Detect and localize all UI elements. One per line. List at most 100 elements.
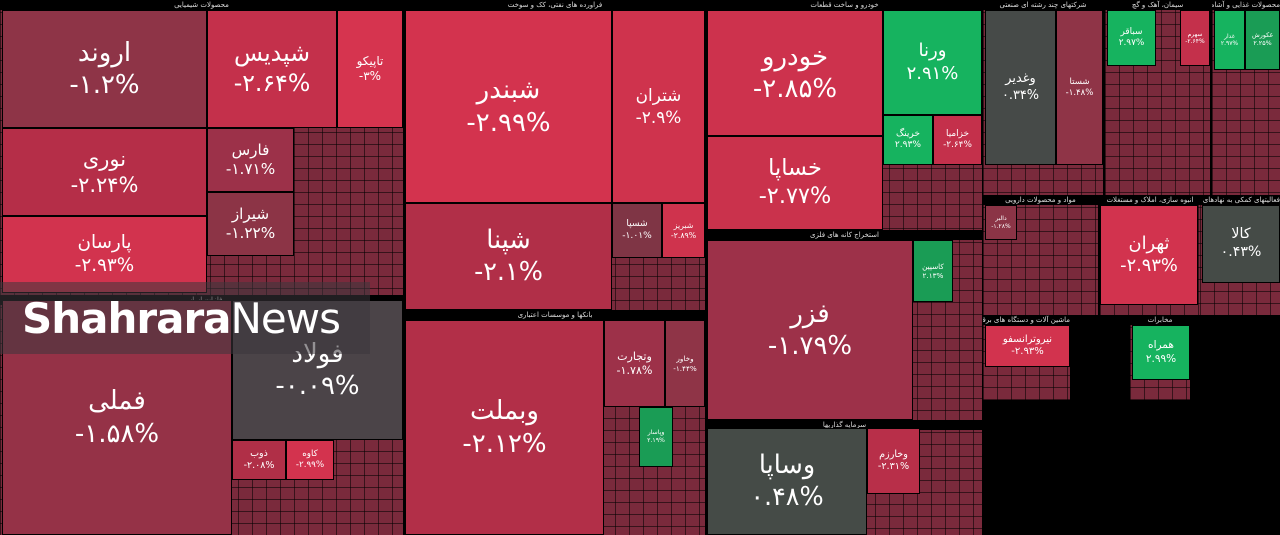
sector: مخابرات همراه ۲.۹۹% <box>1130 315 1190 400</box>
stock-name: ورنا <box>918 40 947 61</box>
stock-tile: شپدیس -۲.۶۴% <box>207 10 337 128</box>
stock-change: -۲.۱% <box>474 256 543 287</box>
stock-tile: کاسپین ۲.۱۳% <box>913 240 953 302</box>
stock-name: وبملت <box>470 396 539 426</box>
stock-name: دالبر <box>995 215 1007 222</box>
stock-change: -۲.۹۹% <box>295 460 325 470</box>
stock-name: خساپا <box>768 155 822 182</box>
stock-tile: خساپا -۲.۷۷% <box>707 136 883 230</box>
stock-tile: سهرم -۲.۶۴% <box>1180 10 1210 66</box>
stock-change: -۲.۶۴% <box>233 69 311 97</box>
stock-name: شپنا <box>486 224 531 255</box>
stock-name: غدار <box>1224 32 1235 40</box>
stock-name: شیراز <box>231 204 270 223</box>
stock-tile: وساپا ۰.۴۸% <box>707 428 867 535</box>
stock-name: ثهران <box>1128 232 1170 254</box>
sector-title: محصولات غذایی و آشامیدنی <box>1212 0 1280 10</box>
sector: فعالیتهای کمکی به نهادهای مالیکالا۰.۴۳% <box>1200 195 1280 315</box>
stock-change: -۱.۷۱% <box>225 160 276 178</box>
stock-name: فملی <box>88 386 146 416</box>
stock-name: وغدیر <box>1005 71 1036 87</box>
stock-change: -۲.۲۴% <box>70 173 139 197</box>
stock-tile: کاوه -۲.۹۹% <box>286 440 334 480</box>
stock-change: -۱.۲۲% <box>225 224 276 242</box>
stock-change: -۲.۱۲% <box>462 428 547 459</box>
stock-change: -۰.۰۹% <box>275 371 360 401</box>
stock-name: کالا <box>1231 226 1251 243</box>
stock-change: -۲.۹۳% <box>1120 255 1178 276</box>
stock-tile: ذوب -۲.۰۸% <box>232 440 286 480</box>
stock-name: همراه <box>1148 339 1174 352</box>
stock-change: -۲.۸۹% <box>670 230 697 240</box>
stock-change: -۳% <box>358 69 382 83</box>
stock-change: ۲.۹۱% <box>906 62 959 84</box>
stock-tile: خودرو -۲.۸۵% <box>707 10 883 136</box>
stock-change: ۲.۹۷% <box>1118 38 1145 48</box>
sector: سیمان، آهک و گچ سباقر ۲.۹۷% سهرم -۲.۶۴% <box>1105 0 1210 195</box>
stock-tile: دالبر -۱.۲۸% <box>985 205 1017 240</box>
stock-change: -۱.۵۸% <box>74 418 160 449</box>
stock-name: تاپیکو <box>356 54 384 68</box>
sector-title: سیمان، آهک و گچ <box>1105 0 1210 10</box>
stock-change: ۲.۱۳% <box>922 271 944 280</box>
sector: سرمایه گذاریها وساپا ۰.۴۸% وخارزم -۲.۳۱% <box>707 420 982 535</box>
stock-tile: خزامیا -۲.۶۴% <box>933 115 982 165</box>
watermark-light: News <box>230 293 341 343</box>
stock-tile: وبملت -۲.۱۲% <box>405 320 604 535</box>
sector: استخراج کانه های فلزی فزر -۱.۷۹% کاسپین ۲.۱۳… <box>707 230 982 420</box>
stock-tile: ورنا ۲.۹۱% <box>883 10 982 115</box>
stock-name: شپدیس <box>233 39 311 68</box>
stock-tile: شیراز -۱.۲۲% <box>207 192 294 256</box>
sector: شرکتهای چند رشته ای صنعتی وغدیر ۰.۳۴% شستا -… <box>983 0 1103 195</box>
stock-tile: وخارزم -۲.۳۱% <box>867 428 920 494</box>
stock-change: -۱.۷۹% <box>767 331 853 361</box>
sector-title: خودرو و ساخت قطعات <box>707 0 982 10</box>
stock-name: وخاور <box>676 354 694 364</box>
stock-tile: اروند -۱.۲% <box>2 10 207 128</box>
stock-name: اروند <box>77 37 132 68</box>
stock-change: -۲.۹۹% <box>466 107 551 138</box>
stock-change: -۲.۶۴% <box>1185 38 1205 45</box>
stock-name: خزامیا <box>945 128 970 139</box>
stock-name: شسپا <box>626 219 648 230</box>
stock-change: -۲.۹% <box>635 106 682 127</box>
sector: ماشین آلات و دستگاه های برقی نیروترانسفو -… <box>983 315 1070 400</box>
stock-name: فارس <box>231 140 270 159</box>
stock-name: ذوب <box>250 448 268 460</box>
stock-change: -۲.۹۳% <box>74 254 135 276</box>
watermark-bold: Shahrara <box>22 293 232 343</box>
stock-name: غکورش <box>1252 32 1273 40</box>
stock-change: -۱.۷۸% <box>616 363 653 377</box>
stock-name: کاوه <box>302 449 318 460</box>
stock-tile: فارس -۱.۷۱% <box>207 128 294 192</box>
stock-name: وتجارت <box>617 349 652 363</box>
stock-name: کاسپین <box>922 261 944 271</box>
sector-title: فراورده های نفتی، کک و سوخت <box>405 0 705 10</box>
stock-tile: تاپیکو -۳% <box>337 10 403 128</box>
stock-change: ۰.۴۳% <box>1220 244 1262 260</box>
sector-title: استخراج کانه های فلزی <box>707 230 982 240</box>
stock-name: پارسان <box>77 231 132 253</box>
sector-title: مخابرات <box>1130 315 1190 325</box>
stock-name: شبندر <box>476 75 541 105</box>
stock-tile: پارسان -۲.۹۳% <box>2 216 207 293</box>
stock-change: ۲.۱۹% <box>647 437 665 444</box>
sector: بانکها و موسسات اعتباری وبملت -۲.۱۲% وتجارت… <box>405 310 705 535</box>
stock-change: -۲.۳۱% <box>877 461 910 472</box>
stock-name: نیروترانسفو <box>1002 333 1053 345</box>
stock-name: سهرم <box>1187 30 1203 38</box>
stock-tile: غدار ۲.۹۷% <box>1214 10 1245 70</box>
stock-tile: شبریز -۲.۸۹% <box>662 203 705 258</box>
stock-change: -۱.۲۸% <box>991 222 1011 230</box>
stock-change: ۲.۹۹% <box>1145 352 1177 365</box>
stock-tile: همراه ۲.۹۹% <box>1132 325 1190 380</box>
stock-change: -۲.۸۵% <box>752 74 838 104</box>
stock-tile: وخاور -۱.۴۴% <box>665 320 705 407</box>
sector: مواد و محصولات دارویی دالبر -۱.۲۸% <box>983 195 1098 315</box>
stock-name: وخارزم <box>879 448 908 460</box>
stock-tile: خرینگ ۲.۹۳% <box>883 115 933 165</box>
stock-name: خرینگ <box>895 128 920 139</box>
stock-tile: فزر -۱.۷۹% <box>707 240 913 420</box>
sector-title: ماشین آلات و دستگاه های برقی <box>983 315 1070 325</box>
